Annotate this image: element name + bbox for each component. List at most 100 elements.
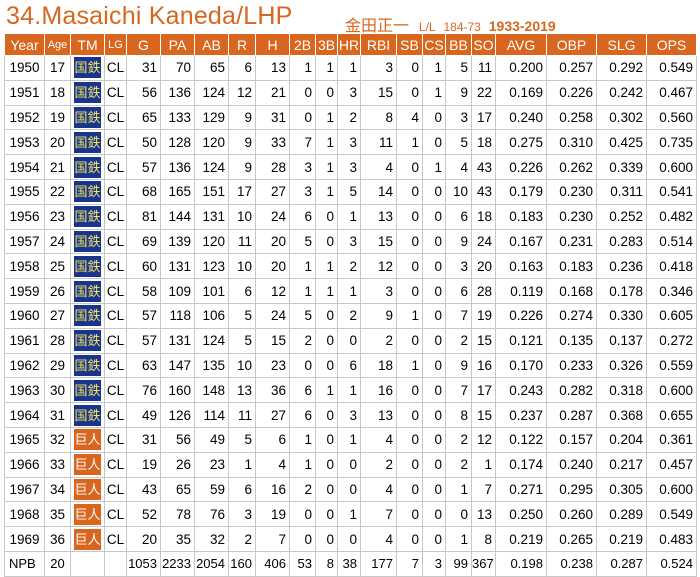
cell-lg: CL — [104, 55, 127, 81]
cell-pa: 109 — [160, 278, 195, 304]
cell-h: 20 — [255, 228, 290, 255]
team-cell: 巨人 — [70, 501, 105, 528]
cell-slg: 0.368 — [596, 402, 647, 428]
cell-age: 36 — [44, 526, 71, 552]
cell-g: 49 — [126, 402, 161, 428]
cell-ops: 0.600 — [646, 476, 697, 503]
cell-r: 13 — [228, 377, 256, 404]
cell-cs: 0 — [422, 501, 446, 528]
team-badge: 国鉄 — [74, 156, 101, 178]
cell-bb: 5 — [445, 55, 472, 81]
cell-lg: CL — [104, 104, 127, 131]
cell-h: 24 — [255, 203, 290, 230]
cell-ab: 124 — [194, 79, 229, 106]
cell-pa: 128 — [160, 129, 195, 156]
cell-cs: 0 — [422, 526, 446, 552]
cell-slg: 0.137 — [596, 327, 647, 354]
cell-ops: 0.541 — [646, 178, 697, 205]
column-header-rbi: RBI — [360, 33, 397, 56]
table-row: 1963 30 国鉄 CL 76 160 148 13 36 6 1 1 16 0 0 7 17 0.243 0.2… — [4, 377, 697, 404]
stats-body: 1950 17 国鉄 CL 31 70 65 6 13 1 1 1 3 0 1 5 11 0.200 0.257 0.… — [4, 55, 697, 577]
cell-avg: 0.240 — [495, 104, 547, 131]
team-cell: 国鉄 — [70, 203, 105, 230]
cell-h: 33 — [255, 129, 290, 156]
column-header-cs: CS — [422, 33, 446, 56]
cell-sb: 1 — [396, 352, 423, 379]
column-header-r: R — [228, 33, 256, 56]
cell-rbi: 3 — [360, 278, 397, 304]
cell-3b: 0 — [315, 526, 338, 552]
team-cell: 巨人 — [70, 451, 105, 478]
cell-hr: 0 — [337, 526, 361, 552]
cell-age: 23 — [44, 203, 71, 230]
cell-2b: 6 — [289, 203, 316, 230]
cell-h: 12 — [255, 278, 290, 304]
cell-ops: 0.549 — [646, 55, 697, 81]
cell-hr: 1 — [337, 501, 361, 528]
cell-2b: 5 — [289, 228, 316, 255]
cell-year: 1956 — [4, 203, 45, 230]
cell-lg: CL — [104, 526, 127, 552]
cell-ab: 114 — [194, 402, 229, 428]
cell-so: 19 — [471, 302, 496, 329]
cell-age: 22 — [44, 178, 71, 205]
cell-avg: 0.243 — [495, 377, 547, 404]
cell-avg: 0.226 — [495, 302, 547, 329]
cell-2b: 5 — [289, 302, 316, 329]
cell-year: 1952 — [4, 104, 45, 131]
cell-age: 33 — [44, 451, 71, 478]
cell-pa: 160 — [160, 377, 195, 404]
team-cell — [70, 550, 105, 577]
cell-sb: 0 — [396, 451, 423, 478]
cell-ops: 0.655 — [646, 402, 697, 428]
cell-lg: CL — [104, 402, 127, 428]
cell-h: 31 — [255, 104, 290, 131]
column-header-3b: 3B — [315, 33, 338, 56]
team-badge: 国鉄 — [74, 305, 101, 327]
cell-3b: 1 — [315, 377, 338, 404]
team-cell: 国鉄 — [70, 55, 105, 81]
team-badge: 巨人 — [74, 454, 101, 476]
cell-obp: 0.240 — [546, 451, 597, 478]
cell-hr: 1 — [337, 426, 361, 453]
cell-h: 7 — [255, 526, 290, 552]
cell-hr: 3 — [337, 402, 361, 428]
cell-2b: 2 — [289, 327, 316, 354]
cell-year: 1961 — [4, 327, 45, 354]
cell-lg: CL — [104, 79, 127, 106]
column-header-tm: TM — [70, 33, 105, 56]
cell-lg: CL — [104, 129, 127, 156]
cell-ops: 0.549 — [646, 501, 697, 528]
column-header-lg: LG — [104, 33, 127, 56]
cell-bb: 5 — [445, 129, 472, 156]
cell-h: 19 — [255, 501, 290, 528]
cell-r: 12 — [228, 79, 256, 106]
cell-so: 17 — [471, 377, 496, 404]
cell-bb: 8 — [445, 402, 472, 428]
cell-ab: 106 — [194, 302, 229, 329]
team-cell: 国鉄 — [70, 228, 105, 255]
cell-sb: 0 — [396, 178, 423, 205]
cell-2b: 6 — [289, 377, 316, 404]
cell-slg: 0.287 — [596, 550, 647, 577]
life-years: 1933-2019 — [488, 18, 556, 34]
cell-rbi: 4 — [360, 476, 397, 503]
cell-slg: 0.318 — [596, 377, 647, 404]
cell-age: 27 — [44, 302, 71, 329]
cell-slg: 0.236 — [596, 253, 647, 280]
table-row: 1957 24 国鉄 CL 69 139 120 11 20 5 0 3 15 0 0 9 24 0.167 0.2… — [4, 228, 697, 255]
cell-so: 18 — [471, 129, 496, 156]
cell-ops: 0.482 — [646, 203, 697, 230]
cell-rbi: 177 — [360, 550, 397, 577]
cell-pa: 136 — [160, 79, 195, 106]
cell-pa: 165 — [160, 178, 195, 205]
cell-obp: 0.262 — [546, 154, 597, 180]
cell-bb: 9 — [445, 228, 472, 255]
cell-sb: 1 — [396, 129, 423, 156]
cell-obp: 0.231 — [546, 228, 597, 255]
cell-rbi: 13 — [360, 402, 397, 428]
team-badge: 国鉄 — [74, 404, 101, 426]
cell-age: 21 — [44, 154, 71, 180]
team-badge: 国鉄 — [74, 206, 101, 228]
cell-ab: 124 — [194, 327, 229, 354]
